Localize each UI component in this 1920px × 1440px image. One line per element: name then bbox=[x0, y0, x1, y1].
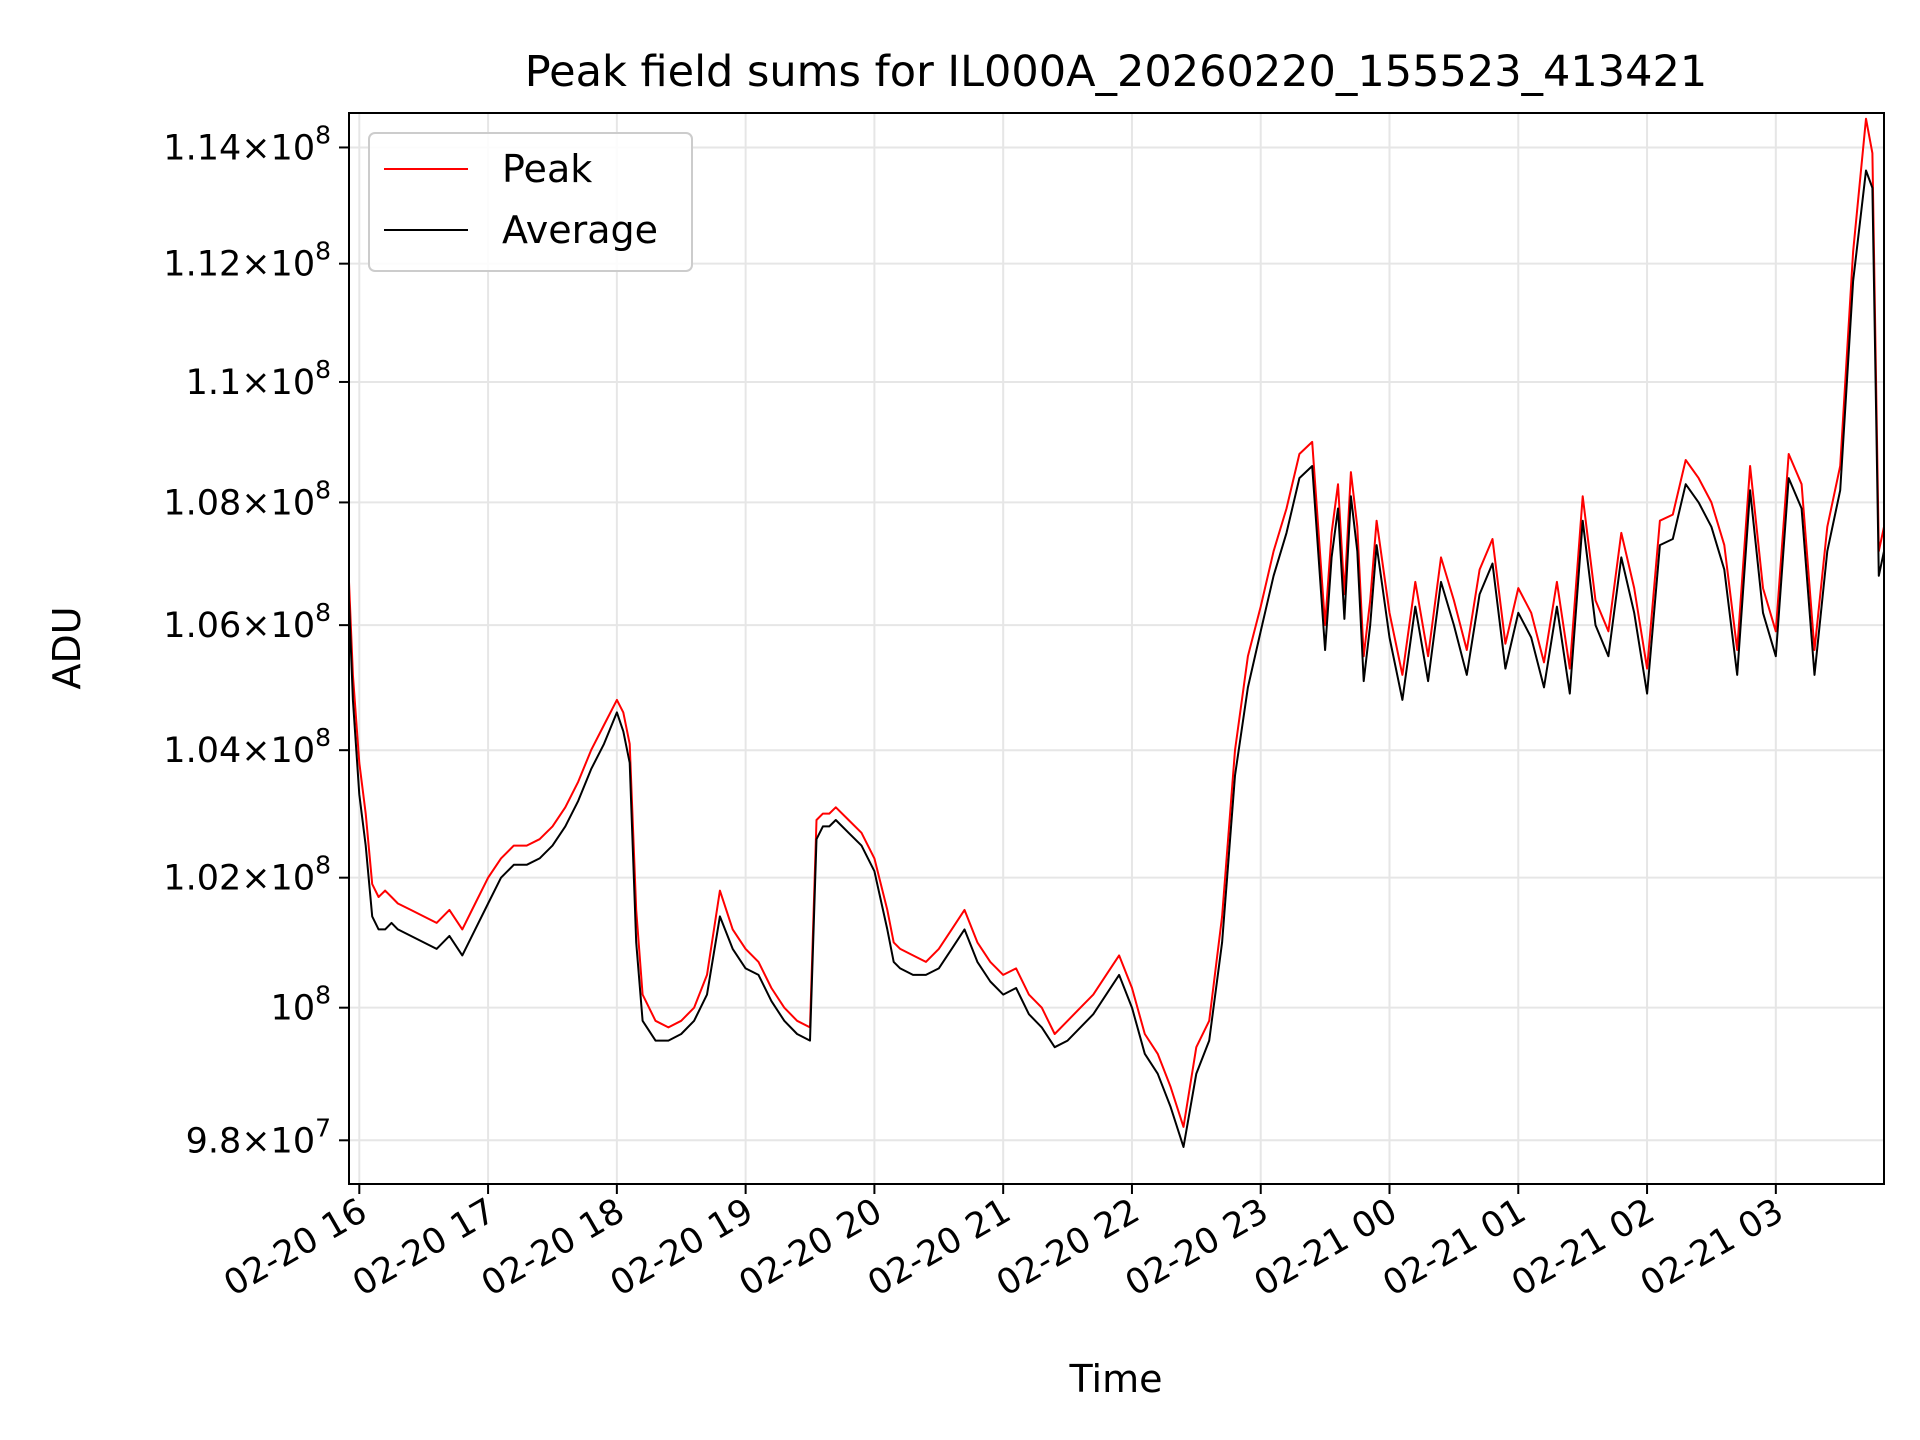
x-axis-label: Time bbox=[1069, 1357, 1163, 1401]
legend-box bbox=[368, 132, 693, 272]
x-tick-label: 02-20 20 bbox=[733, 1191, 889, 1304]
y-tick-label: 1.1×108 bbox=[186, 355, 331, 403]
y-tick-label: 1.04×108 bbox=[163, 723, 331, 771]
y-tick-label: 9.8×107 bbox=[186, 1113, 331, 1161]
y-tick-label: 1.08×108 bbox=[163, 475, 331, 523]
x-tick-label: 02-20 16 bbox=[218, 1191, 374, 1304]
plot-frame bbox=[348, 112, 1885, 1185]
x-tick-label: 02-20 19 bbox=[604, 1191, 760, 1304]
x-tick-label: 02-20 21 bbox=[861, 1191, 1017, 1304]
legend: Peak Average bbox=[368, 132, 693, 272]
series-line-average bbox=[349, 169, 1884, 1148]
x-tick-label: 02-21 02 bbox=[1505, 1191, 1661, 1304]
x-tick-label: 02-20 22 bbox=[990, 1191, 1146, 1304]
x-tick-label: 02-20 17 bbox=[346, 1191, 502, 1304]
series-line-peak bbox=[349, 117, 1884, 1128]
legend-label-average: Average bbox=[502, 208, 658, 252]
legend-label-peak: Peak bbox=[502, 147, 592, 191]
y-tick-label: 1.02×108 bbox=[163, 851, 331, 899]
x-tick-label: 02-20 23 bbox=[1119, 1191, 1275, 1304]
y-tick-label: 1.06×108 bbox=[163, 598, 331, 646]
y-tick-label: 1.12×108 bbox=[163, 237, 331, 285]
y-axis: 9.8×107 108 1.02×108 1.04×108 1.06×108 1.08×1… bbox=[163, 120, 349, 1161]
y-tick-label: 108 bbox=[271, 981, 331, 1029]
x-tick-label: 02-21 00 bbox=[1248, 1191, 1404, 1304]
y-tick-label: 1.14×108 bbox=[163, 120, 331, 168]
grid-lines bbox=[349, 113, 1884, 1184]
y-axis-label: ADU bbox=[45, 606, 89, 689]
x-tick-label: 02-21 03 bbox=[1634, 1191, 1790, 1304]
chart-title: Peak field sums for IL000A_20260220_1555… bbox=[525, 47, 1707, 97]
x-tick-label: 02-20 18 bbox=[475, 1191, 631, 1304]
x-tick-label: 02-21 01 bbox=[1376, 1191, 1532, 1304]
